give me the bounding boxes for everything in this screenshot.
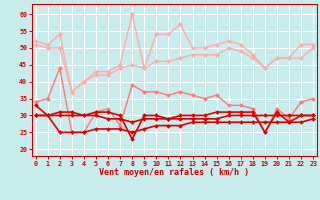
X-axis label: Vent moyen/en rafales ( km/h ): Vent moyen/en rafales ( km/h ) [100, 168, 249, 177]
